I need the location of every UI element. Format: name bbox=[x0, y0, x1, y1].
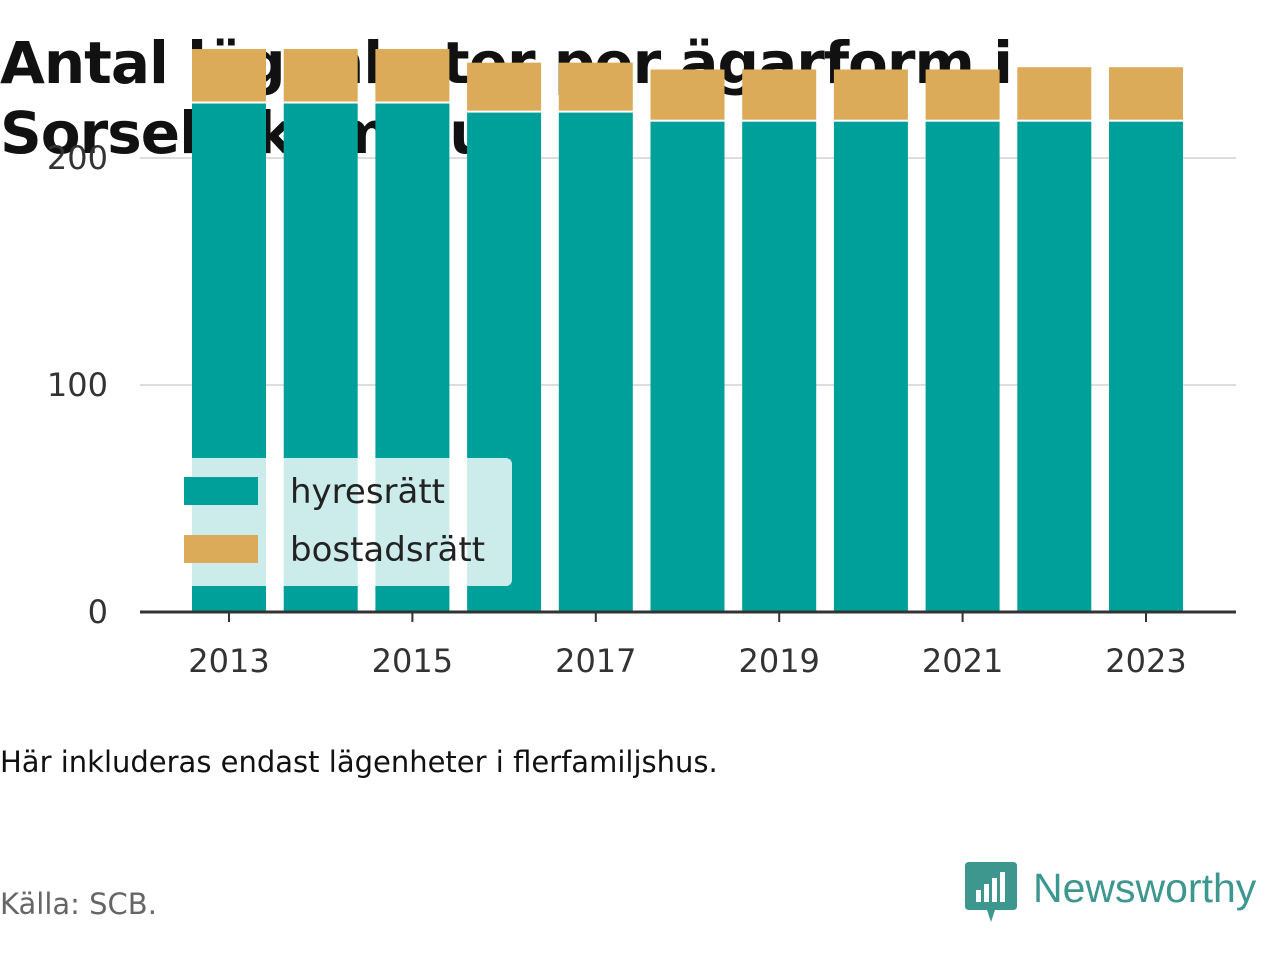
x-tick-label-2015: 2015 bbox=[372, 642, 453, 680]
x-tick-label-2021: 2021 bbox=[922, 642, 1003, 680]
bar-2015-bostadsrätt bbox=[375, 49, 450, 102]
bar-2018-hyresrätt bbox=[650, 121, 725, 613]
bar-2019-bostadsrätt bbox=[742, 69, 817, 120]
stacked-bar-chart: 0 100 200 2013 2015 2017 2019 2021 2023 hyresrät… bbox=[47, 49, 1236, 680]
x-tick-label-2013: 2013 bbox=[188, 642, 269, 680]
bar-2021-hyresrätt bbox=[925, 121, 1000, 613]
bar-2017-bostadsrätt bbox=[558, 62, 633, 111]
legend-label-hyresrätt: hyresrätt bbox=[290, 472, 445, 512]
legend-swatch-hyresrätt bbox=[184, 477, 258, 505]
bar-2023-hyresrätt bbox=[1109, 121, 1183, 613]
legend-swatch-bostadsrätt bbox=[184, 535, 258, 563]
bar-2016-bostadsrätt bbox=[467, 62, 542, 111]
bar-2017-hyresrätt bbox=[558, 112, 633, 612]
bar-2019-hyresrätt bbox=[742, 121, 817, 613]
chart-note: Här inkluderas endast lägenheter i flerf… bbox=[0, 745, 718, 779]
legend-label-bostadsrätt: bostadsrätt bbox=[290, 530, 485, 570]
y-tick-label-100: 100 bbox=[47, 366, 108, 404]
bar-2022-hyresrätt bbox=[1017, 121, 1092, 613]
y-tick-label-0: 0 bbox=[88, 593, 108, 631]
axes: 0 100 200 2013 2015 2017 2019 2021 2023 bbox=[47, 139, 1236, 680]
source-text: Källa: SCB. bbox=[0, 887, 157, 921]
bar-2018-bostadsrätt bbox=[650, 69, 725, 120]
brand-logo: Newsworthy bbox=[965, 862, 1256, 926]
brand-name: Newsworthy bbox=[1033, 865, 1257, 911]
bar-2022-bostadsrätt bbox=[1017, 67, 1092, 120]
x-tick-label-2023: 2023 bbox=[1105, 642, 1186, 680]
bar-2020-hyresrätt bbox=[833, 121, 908, 613]
bar-2021-bostadsrätt bbox=[925, 69, 1000, 120]
x-tick-label-2017: 2017 bbox=[555, 642, 636, 680]
newsworthy-logo-icon bbox=[965, 862, 1017, 922]
legend: hyresrätt bostadsrätt bbox=[170, 458, 512, 586]
x-tick-label-2019: 2019 bbox=[738, 642, 819, 680]
y-tick-label-200: 200 bbox=[47, 139, 108, 177]
bar-2023-bostadsrätt bbox=[1109, 67, 1183, 120]
bar-2020-bostadsrätt bbox=[833, 69, 908, 120]
bar-2014-bostadsrätt bbox=[283, 49, 358, 102]
bar-2013-bostadsrätt bbox=[192, 49, 266, 102]
